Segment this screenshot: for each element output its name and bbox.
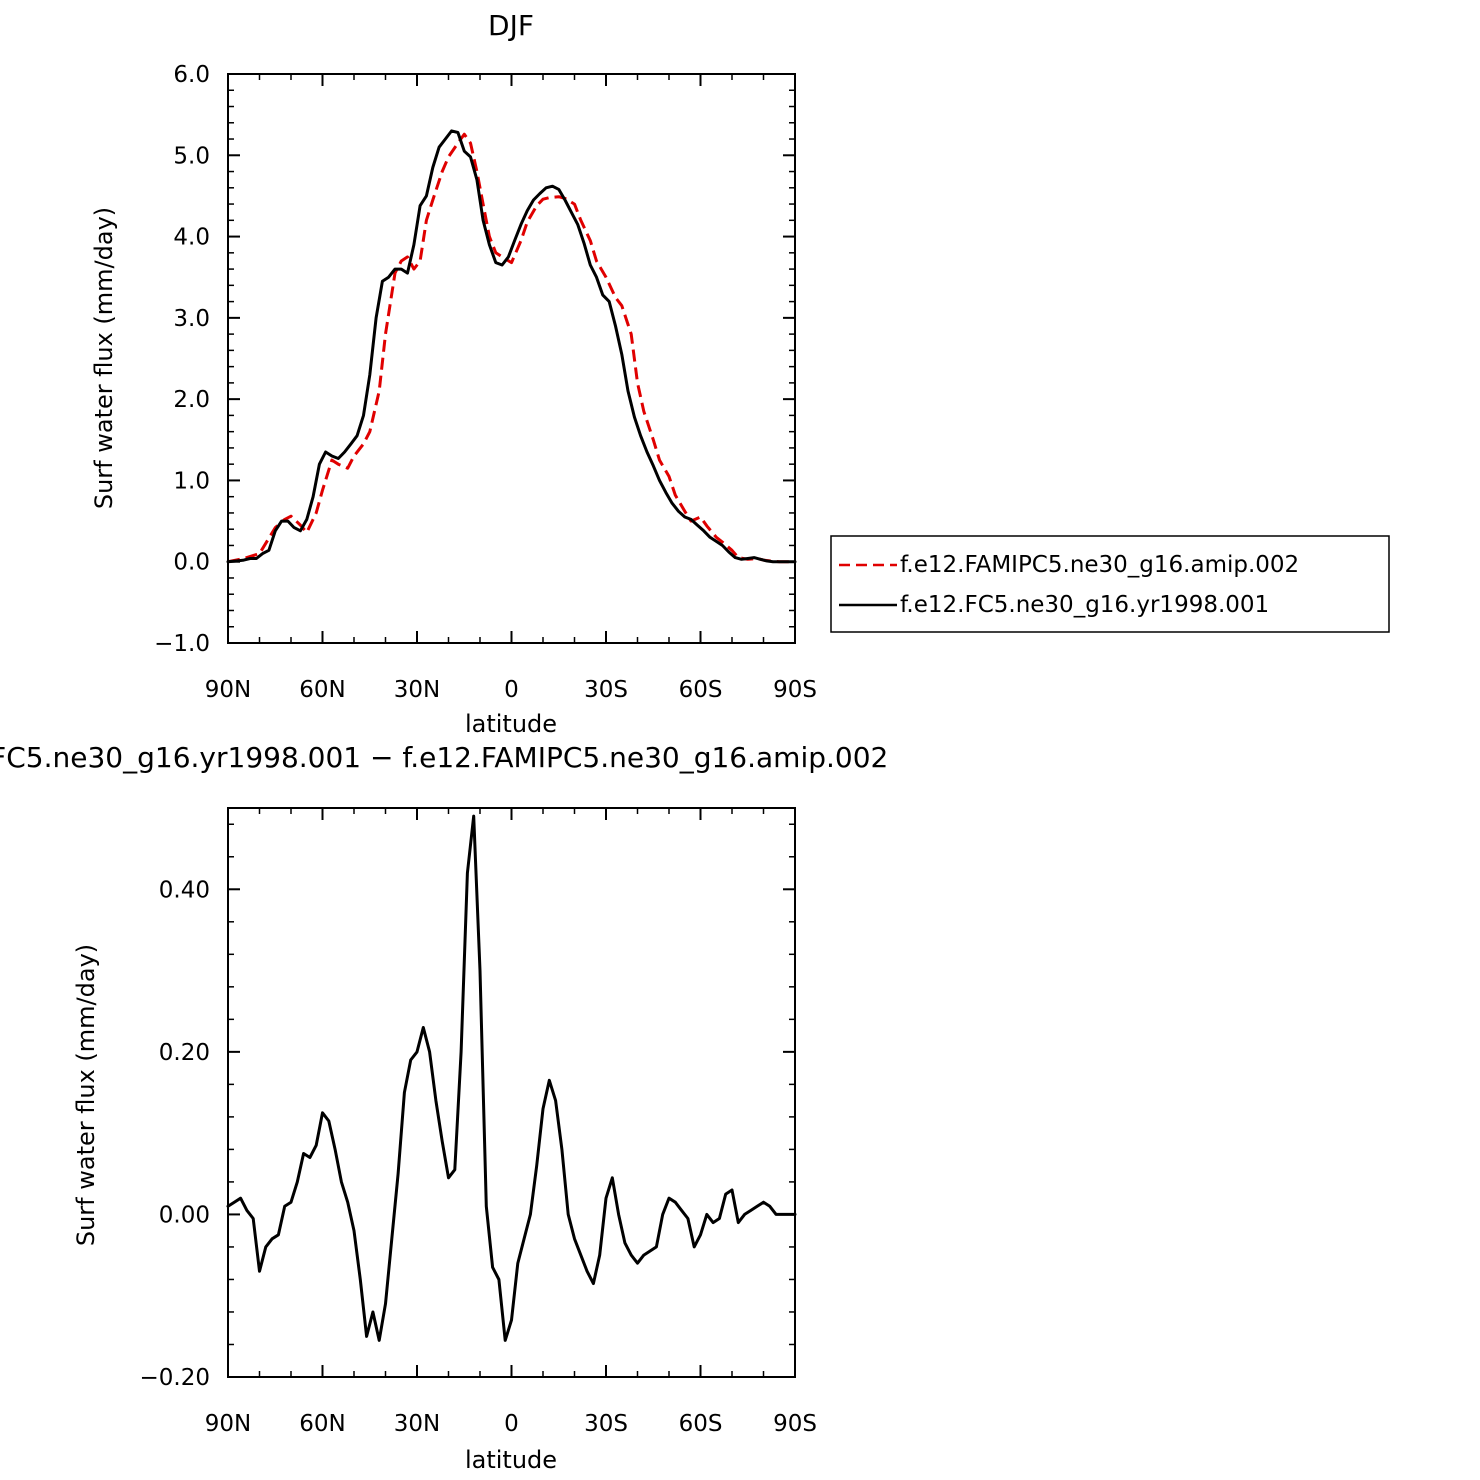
top-xtick-label: 60S [679, 677, 723, 703]
bottom-y-axis-label: Surf water flux (mm/day) [72, 944, 100, 1246]
bottom-plot-frame [227, 807, 796, 1378]
bottom-xtick-label: 60S [679, 1411, 723, 1437]
top-plot-frame [227, 73, 796, 644]
top-xtick-label: 90N [205, 677, 251, 703]
top-xtick-label: 90S [773, 677, 817, 703]
top-series-line-dashed [227, 132, 795, 564]
top-y-axis-label: Surf water flux (mm/day) [90, 207, 118, 509]
bottom-ytick-label: 0.00 [159, 1202, 210, 1228]
top-ytick-label: 1.0 [173, 468, 210, 494]
top-series-line-solid [226, 129, 797, 564]
top-ytick-label: 3.0 [173, 306, 210, 332]
top-panel: DJF Surf water flux (mm/day) latitude −1… [90, 9, 817, 738]
top-ytick-label: 0.0 [173, 550, 210, 576]
legend-label-amip: f.e12.FAMIPC5.ne30_g16.amip.002 [900, 552, 1299, 578]
top-xtick-label: 30N [394, 677, 440, 703]
top-ytick-label: 5.0 [173, 143, 210, 169]
legend-label-yr1998: f.e12.FC5.ne30_g16.yr1998.001 [900, 592, 1269, 618]
top-xtick-label: 0 [504, 677, 519, 703]
top-ytick-label: 4.0 [173, 225, 210, 251]
bottom-panel: f.e12.FC5.ne30_g16.yr1998.001 − f.e12.FA… [0, 741, 888, 1474]
bottom-xtick-label: 30N [394, 1411, 440, 1437]
top-x-axis-label: latitude [465, 710, 557, 738]
bottom-xtick-label: 0 [504, 1411, 519, 1437]
bottom-x-axis-label: latitude [465, 1446, 557, 1474]
top-ytick-label: −1.0 [154, 631, 210, 657]
top-ytick-label: 2.0 [173, 387, 210, 413]
bottom-xtick-label: 30S [584, 1411, 628, 1437]
top-xtick-label: 30S [584, 677, 628, 703]
legend-box [830, 535, 1390, 633]
top-ytick-label: 6.0 [173, 62, 210, 88]
bottom-ytick-label: 0.40 [159, 877, 210, 903]
bottom-chart-title: f.e12.FC5.ne30_g16.yr1998.001 − f.e12.FA… [0, 741, 888, 774]
bottom-series-line-solid [226, 814, 797, 1342]
bottom-ytick-label: −0.20 [140, 1365, 210, 1391]
bottom-ytick-label: 0.20 [159, 1040, 210, 1066]
bottom-xtick-label: 90N [205, 1411, 251, 1437]
bottom-xtick-label: 90S [773, 1411, 817, 1437]
top-xtick-label: 60N [299, 677, 345, 703]
top-chart-title: DJF [488, 9, 534, 42]
legend: f.e12.FAMIPC5.ne30_g16.amip.002 f.e12.FC… [830, 535, 1390, 633]
bottom-xtick-label: 60N [299, 1411, 345, 1437]
